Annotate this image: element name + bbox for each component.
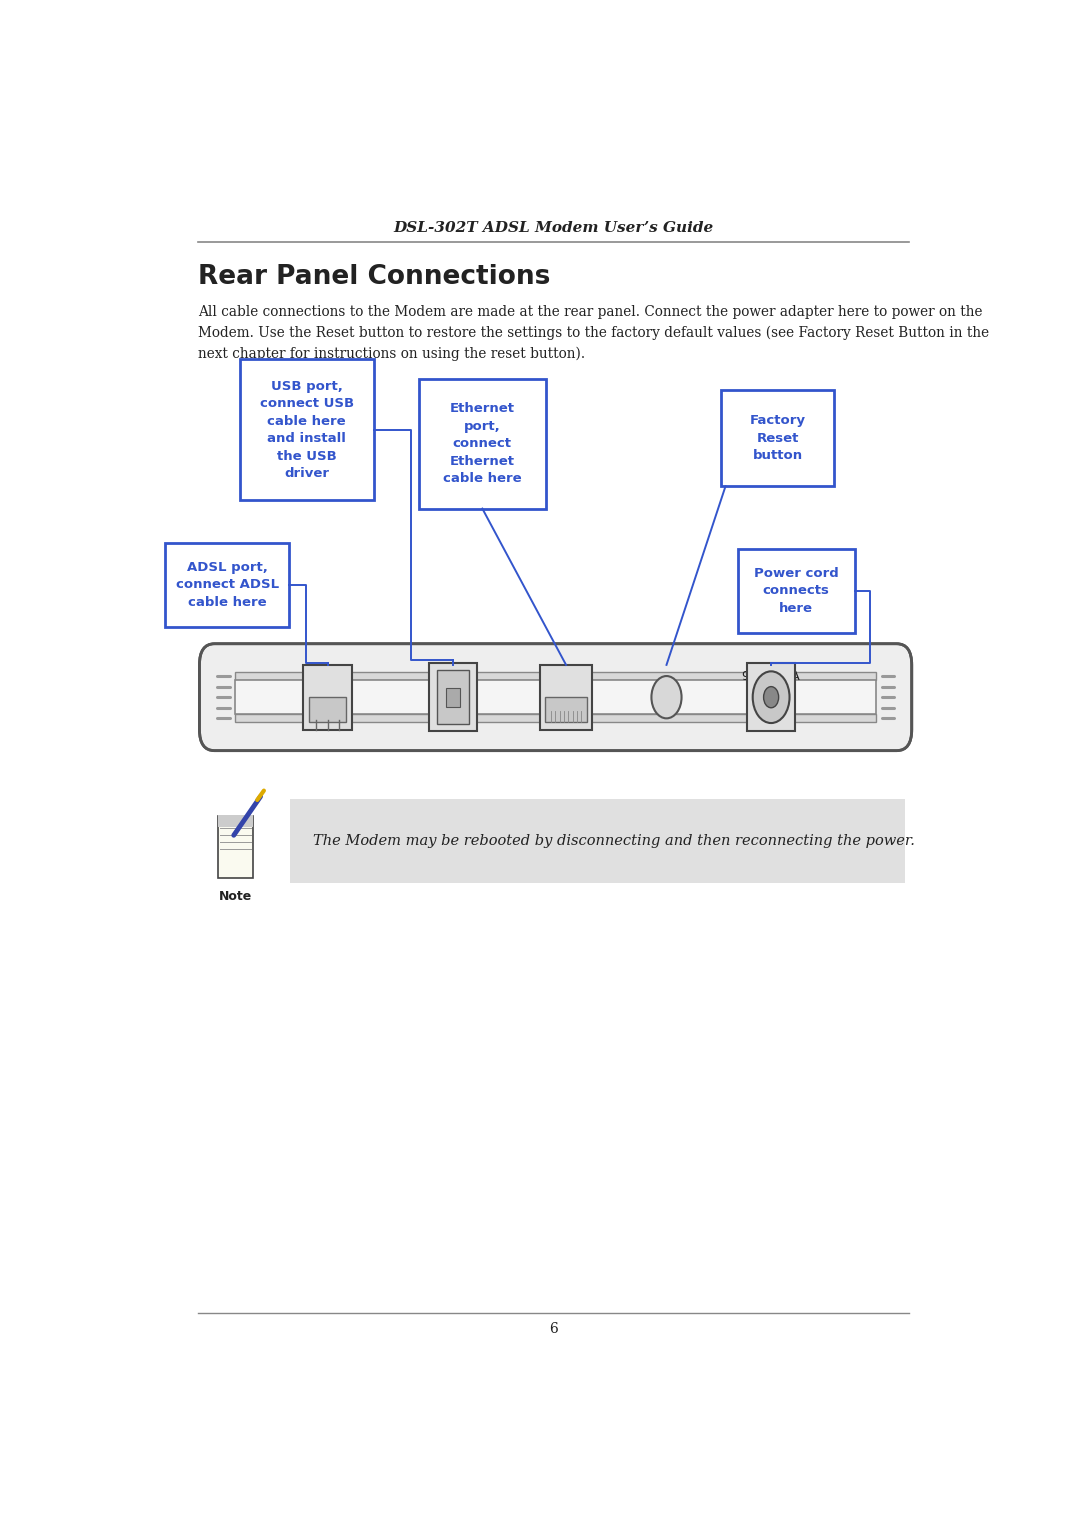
Text: Rear Panel Connections: Rear Panel Connections <box>198 264 550 290</box>
Bar <box>545 696 588 722</box>
Text: The Modem may be rebooted by disconnecting and then reconnecting the power.: The Modem may be rebooted by disconnecti… <box>313 835 915 848</box>
Text: Ethernet: Ethernet <box>539 670 593 682</box>
Bar <box>429 664 477 731</box>
Text: USB port,
connect USB
cable here
and install
the USB
driver: USB port, connect USB cable here and ins… <box>259 380 353 481</box>
Bar <box>303 665 352 729</box>
Text: ADSL: ADSL <box>311 670 345 682</box>
Bar <box>289 798 905 884</box>
FancyBboxPatch shape <box>240 359 374 501</box>
Bar <box>218 815 253 827</box>
Bar <box>235 714 876 722</box>
Circle shape <box>753 671 789 723</box>
Bar <box>235 671 876 681</box>
Bar <box>309 696 346 722</box>
Text: Note: Note <box>219 891 252 903</box>
Bar <box>446 688 460 707</box>
Text: Factory
Reset
button: Factory Reset button <box>750 414 806 462</box>
FancyBboxPatch shape <box>165 543 289 627</box>
Bar <box>540 665 592 729</box>
Text: All cable connections to the Modem are made at the rear panel. Connect the power: All cable connections to the Modem are m… <box>198 305 989 360</box>
Text: 6: 6 <box>549 1322 558 1335</box>
Text: Ethernet
port,
connect
Ethernet
cable here: Ethernet port, connect Ethernet cable he… <box>443 403 522 485</box>
Circle shape <box>651 676 681 719</box>
Text: Power cord
connects
here: Power cord connects here <box>754 566 838 615</box>
Bar <box>235 681 876 714</box>
Text: USB: USB <box>441 670 465 682</box>
FancyBboxPatch shape <box>200 644 912 751</box>
FancyBboxPatch shape <box>721 391 835 487</box>
Bar <box>218 816 253 877</box>
Text: DSL-302T ADSL Modem User’s Guide: DSL-302T ADSL Modem User’s Guide <box>393 221 714 235</box>
FancyBboxPatch shape <box>419 380 546 508</box>
Bar <box>747 664 795 731</box>
Text: ADSL port,
connect ADSL
cable here: ADSL port, connect ADSL cable here <box>176 562 279 609</box>
FancyBboxPatch shape <box>738 548 855 633</box>
Bar <box>437 670 469 725</box>
Circle shape <box>764 687 779 708</box>
Text: 9V AC 1A: 9V AC 1A <box>742 670 800 682</box>
